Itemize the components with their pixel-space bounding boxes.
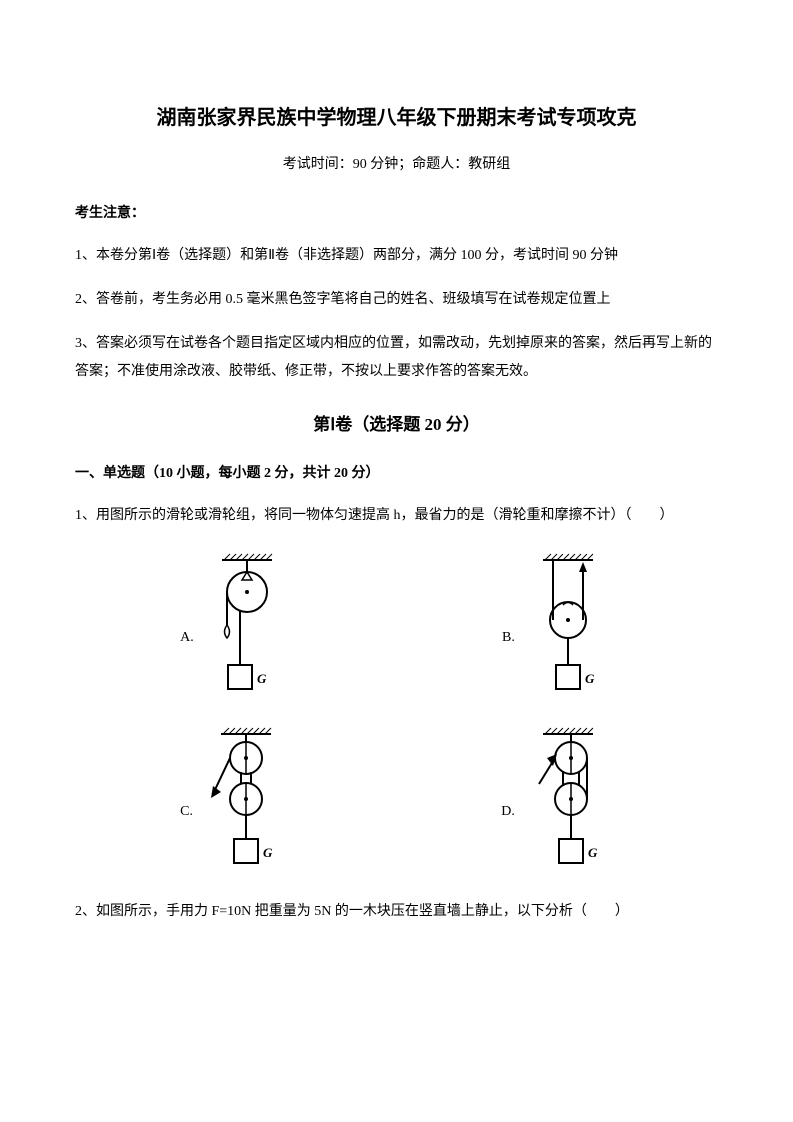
option-a: A. G [180,550,292,700]
option-b: B. G [502,550,613,700]
exam-subtitle: 考试时间：90 分钟；命题人：教研组 [75,152,718,177]
question-1: 1、用图所示的滑轮或滑轮组，将同一物体匀速提高 h，最省力的是（滑轮重和摩擦不计… [75,502,718,530]
pulley-diagram-b: G [523,550,613,700]
svg-text:G: G [263,845,273,860]
option-a-label: A. [180,625,194,700]
notice-item-2: 2、答卷前，考生务必用 0.5 毫米黑色签字笔将自己的姓名、班级填写在试卷规定位… [75,286,718,314]
subsection-1: 一、单选题（10 小题，每小题 2 分，共计 20 分） [75,461,718,486]
pulley-diagram-c: G [201,724,291,874]
pulley-diagram-d: G [523,724,613,874]
exam-title: 湖南张家界民族中学物理八年级下册期末考试专项攻克 [75,100,718,136]
svg-text:G: G [588,845,598,860]
option-b-label: B. [502,625,515,700]
question-2: 2、如图所示，手用力 F=10N 把重量为 5N 的一木块压在竖直墙上静止，以下… [75,898,718,926]
option-c-label: C. [180,799,193,874]
svg-text:G: G [257,671,267,686]
option-d-label: D. [501,799,515,874]
svg-text:G: G [585,671,595,686]
option-c: C. G [180,724,291,874]
section-1-title: 第Ⅰ卷（选择题 20 分） [75,410,718,441]
option-d: D. [501,724,613,874]
notice-header: 考生注意： [75,201,718,226]
notice-item-1: 1、本卷分第Ⅰ卷（选择题）和第Ⅱ卷（非选择题）两部分，满分 100 分，考试时间… [75,242,718,270]
question-1-options-row-2: C. G [75,724,718,874]
question-1-options-row-1: A. G B. [75,550,718,700]
pulley-diagram-a: G [202,550,292,700]
notice-item-3: 3、答案必须写在试卷各个题目指定区域内相应的位置，如需改动，先划掉原来的答案，然… [75,330,718,386]
